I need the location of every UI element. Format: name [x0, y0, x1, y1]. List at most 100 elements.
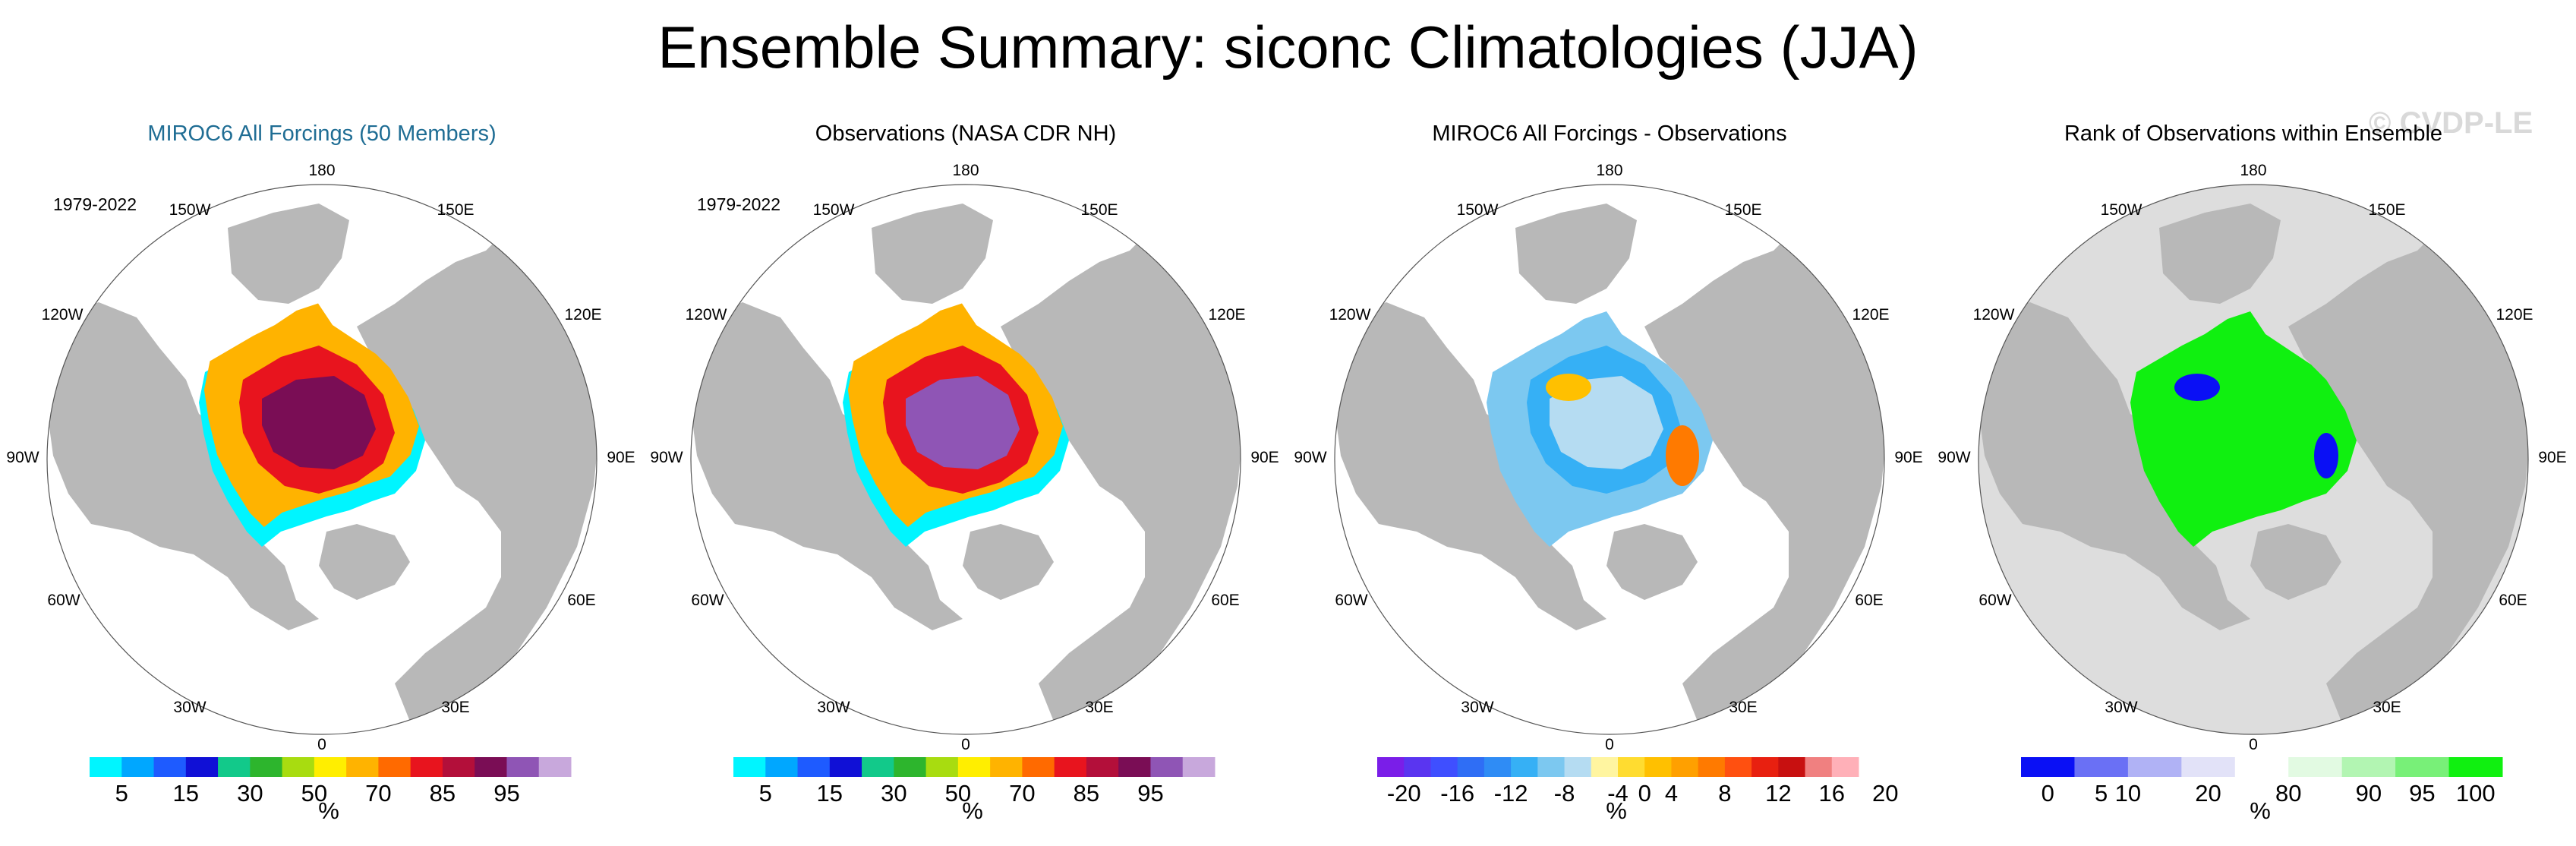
colorbar-label: 15	[816, 780, 843, 807]
colorbar	[2021, 757, 2503, 777]
colorbar-swatch	[957, 757, 991, 777]
panel-title: MIROC6 All Forcings - Observations	[1432, 122, 1787, 146]
lon-label: 120W	[1972, 306, 2015, 324]
land-canada	[1335, 302, 1606, 630]
colorbar-swatch	[475, 757, 507, 777]
colorbar-label: 0	[1638, 780, 1651, 807]
colorbar-label: 70	[1009, 780, 1036, 807]
colorbar-label: 5	[758, 780, 772, 807]
land-islands2	[769, 463, 826, 505]
colorbar-label: 12	[1765, 780, 1792, 807]
panel-title: Observations (NASA CDR NH)	[815, 122, 1117, 146]
colorbar-swatch	[250, 757, 283, 777]
lon-label: 90W	[650, 449, 683, 466]
colorbar-swatch	[1618, 757, 1645, 777]
lon-label: 60E	[1855, 592, 1884, 609]
lon-label: 90W	[1294, 449, 1327, 466]
lon-label: 180	[2240, 162, 2267, 179]
land-eurasia	[1644, 228, 1884, 721]
colorbar-swatch	[2341, 757, 2396, 777]
ice-inner	[906, 376, 1020, 469]
map-panel-2: Observations (NASA CDR NH) 1979-2022 180 15…	[644, 0, 1288, 846]
lon-label: 60W	[1979, 592, 2012, 609]
lon-label: 180	[308, 162, 336, 179]
land-greenland	[2250, 524, 2341, 600]
lon-label: 150E	[1724, 201, 1762, 219]
lon-label: 120E	[2496, 306, 2533, 324]
polar-map	[1334, 184, 1885, 735]
lon-label: 150W	[169, 201, 211, 219]
colorbar-swatch	[2127, 757, 2182, 777]
colorbar-label: 100	[2455, 780, 2496, 807]
colorbar-unit: %	[318, 797, 339, 824]
lon-label: 150W	[2100, 201, 2142, 219]
colorbar-swatch	[1778, 757, 1806, 777]
colorbar-swatch	[2021, 757, 2075, 777]
colorbar-label: 20	[1871, 780, 1899, 807]
colorbar-swatch	[1118, 757, 1151, 777]
colorbar-swatch	[410, 757, 443, 777]
map-boundary	[46, 184, 597, 735]
lon-label: 150E	[2368, 201, 2406, 219]
lon-label: 180	[1596, 162, 1623, 179]
land-islands1	[152, 414, 213, 463]
map-panel-3: MIROC6 All Forcings - Observations 180 150…	[1288, 0, 1931, 846]
colorbar-swatch	[2074, 757, 2129, 777]
colorbar-swatch	[346, 757, 379, 777]
colorbar-label: 85	[1073, 780, 1100, 807]
land-canada	[691, 302, 963, 630]
colorbar-swatch	[925, 757, 959, 777]
lon-label: 30W	[2105, 699, 2138, 716]
lon-label: 30E	[1729, 699, 1758, 716]
main-title: Ensemble Summary: siconc Climatologies (…	[657, 14, 1919, 80]
land-islands2	[1413, 463, 1470, 505]
colorbar-swatch	[1377, 757, 1405, 777]
lon-label: 0	[1605, 736, 1614, 753]
colorbar-swatch	[894, 757, 927, 777]
colorbar-swatch	[442, 757, 475, 777]
colorbar-swatch	[314, 757, 347, 777]
land-alaska	[228, 204, 349, 304]
land-alaska	[1515, 204, 1637, 304]
colorbar-swatch	[2448, 757, 2503, 777]
polar-map	[1978, 184, 2529, 735]
rank-low	[2174, 374, 2220, 401]
lon-label: 30E	[2373, 699, 2401, 716]
lon-label: 90E	[1894, 449, 1923, 466]
colorbar-label: 10	[2114, 780, 2142, 807]
colorbar	[90, 757, 572, 777]
land-canada	[47, 302, 319, 630]
colorbar-swatch	[1086, 757, 1119, 777]
land-islands2	[2057, 463, 2114, 505]
lon-label: 120W	[685, 306, 727, 324]
colorbar-label: -20	[1386, 780, 1421, 807]
map-panel-4: Rank of Observations within Ensemble 180 1…	[1931, 0, 2575, 846]
colorbar-swatch	[765, 757, 799, 777]
lon-label: 30E	[1085, 699, 1114, 716]
colorbar-swatch	[1644, 757, 1672, 777]
colorbar-swatch	[2234, 757, 2289, 777]
colorbar-swatch	[1511, 757, 1538, 777]
lon-label: 120E	[564, 306, 602, 324]
colorbar-swatch	[1751, 757, 1779, 777]
colorbar-swatch	[2395, 757, 2450, 777]
land-islands2	[125, 463, 182, 505]
colorbar-swatch	[1483, 757, 1512, 777]
lon-label: 90W	[6, 449, 39, 466]
land-islands1	[796, 414, 856, 463]
colorbar-swatch	[1457, 757, 1485, 777]
colorbar-label: 95	[493, 780, 520, 807]
lon-label: 180	[952, 162, 979, 179]
colorbar-label: 95	[2409, 780, 2436, 807]
lon-label: 0	[317, 736, 326, 753]
rank-low-2	[2314, 433, 2338, 478]
colorbar-swatch	[733, 757, 766, 777]
colorbar-swatch	[1564, 757, 1592, 777]
colorbar-label: 85	[429, 780, 456, 807]
colorbar-label: 16	[1818, 780, 1846, 807]
map-boundary	[1978, 184, 2529, 735]
lon-label: 150W	[1456, 201, 1499, 219]
period-label: 1979-2022	[53, 194, 137, 214]
colorbar-label: 5	[115, 780, 128, 807]
land-canada	[1979, 302, 2250, 630]
